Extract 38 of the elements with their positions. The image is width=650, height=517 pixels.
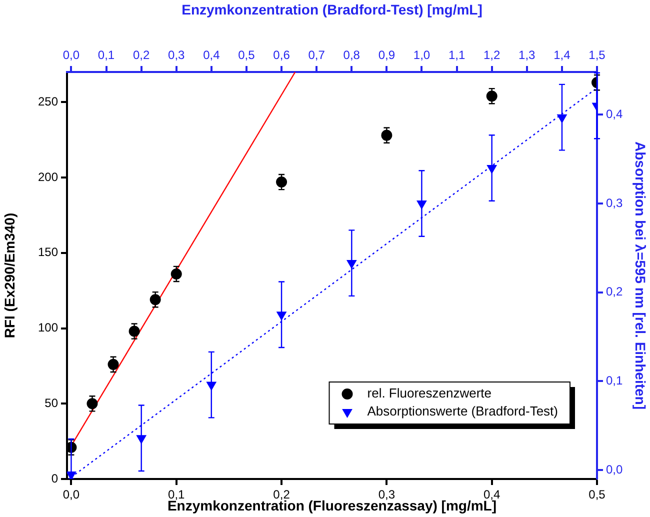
y2-tick-label: 0,1 — [606, 374, 624, 388]
point — [276, 176, 288, 188]
point — [67, 472, 76, 479]
x2-tick-label: 0,5 — [238, 48, 256, 62]
x2-tick-label: 0,9 — [378, 48, 396, 62]
x2-tick-label: 0,0 — [62, 48, 80, 62]
x2-tick-label: 1,0 — [413, 48, 430, 62]
y-tick-label: 150 — [38, 245, 58, 260]
y2-axis-title: Absorption bei λ=595 nm [rel. Einheiten] — [632, 142, 649, 410]
x-tick-label: 0,0 — [62, 488, 80, 502]
x2-tick-label: 1,4 — [554, 48, 571, 62]
y2-tick-label: 0,0 — [606, 462, 624, 476]
x2-tick-label: 0,3 — [168, 48, 186, 62]
y-tick-label: 250 — [38, 94, 58, 108]
y-tick-label: 50 — [44, 396, 58, 410]
legend-label: Absorptionswerte (Bradford-Test) — [367, 404, 558, 419]
x2-tick-label: 0,7 — [308, 48, 326, 62]
y2-tick-label: 0,4 — [606, 106, 624, 121]
y-tick-label: 200 — [38, 170, 58, 184]
x-tick-label: 0,3 — [378, 488, 396, 502]
x2-tick-label: 0,1 — [98, 48, 115, 62]
x2-tick-label: 1,2 — [484, 48, 501, 62]
x2-tick-label: 1,3 — [518, 48, 536, 62]
x2-tick-label: 0,2 — [132, 48, 150, 62]
y2-tick-label: 0,2 — [606, 284, 624, 299]
x2-tick-label: 0,6 — [273, 48, 290, 62]
x2-tick-label: 1,1 — [448, 48, 466, 62]
y-axis-title: RFI (Ex290/Em340) — [1, 212, 18, 338]
x2-axis-title: Enzymkonzentration (Bradford-Test) [mg/mL] — [182, 1, 482, 18]
legend-label: rel. Fluoreszenzwerte — [367, 386, 492, 401]
x2-tick-label: 0,8 — [343, 48, 360, 62]
x2-tick-label: 1,5 — [588, 48, 606, 62]
y-tick-label: 100 — [38, 320, 58, 335]
x-tick-label: 0,5 — [588, 488, 606, 502]
point — [170, 268, 182, 280]
y2-tick-label: 0,3 — [606, 196, 624, 210]
y-tick-label: 0 — [51, 471, 58, 486]
x2-tick-label: 0,4 — [203, 48, 220, 62]
